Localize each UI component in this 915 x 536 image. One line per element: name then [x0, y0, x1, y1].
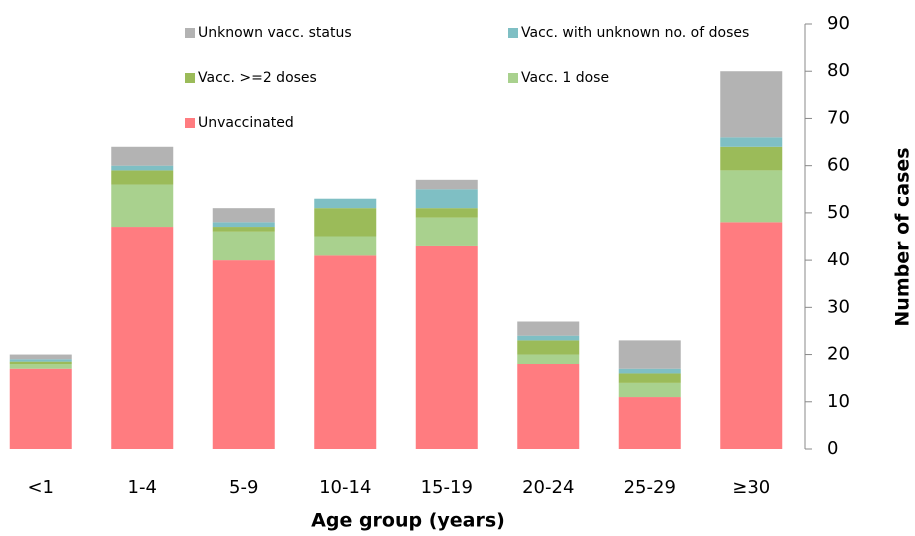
- bar-segment: [618, 397, 681, 449]
- bar-segment: [415, 179, 478, 190]
- x-tick-label: ≥30: [732, 477, 770, 498]
- x-tick-label: 15-19: [421, 477, 473, 498]
- y-tick-label: 60: [827, 155, 850, 176]
- x-tick-label: 10-14: [319, 477, 371, 498]
- legend-label: Vacc. 1 dose: [521, 70, 609, 86]
- y-tick-label: 50: [827, 202, 850, 223]
- y-tick-label: 90: [827, 13, 850, 34]
- bar-segment: [314, 208, 377, 237]
- y-tick-label: 0: [827, 438, 838, 459]
- bar-segment: [314, 255, 377, 449]
- y-tick-label: 70: [827, 107, 850, 128]
- legend-swatch: [185, 28, 195, 38]
- legend-swatch: [508, 73, 518, 83]
- legend-label: Unvaccinated: [198, 115, 294, 131]
- bar-segment: [618, 382, 681, 398]
- legend-label: Vacc. with unknown no. of doses: [521, 25, 749, 41]
- x-tick-label: 1-4: [128, 477, 157, 498]
- bar-segment: [111, 165, 174, 171]
- bar-segment: [517, 335, 580, 341]
- bar-segment: [618, 373, 681, 383]
- bar-segment: [9, 368, 72, 449]
- bar-segment: [212, 260, 275, 449]
- bar-segment: [212, 208, 275, 223]
- bar-segment: [415, 189, 478, 209]
- bar-segment: [517, 354, 580, 364]
- bar-segment: [111, 170, 174, 185]
- bar-segment: [415, 245, 478, 449]
- bar-segment: [212, 227, 275, 232]
- y-tick-label: 20: [827, 344, 850, 365]
- bar-segment: [9, 359, 72, 362]
- bar-segment: [720, 222, 783, 449]
- x-tick-label: 25-29: [624, 477, 676, 498]
- y-axis-title: Number of cases: [892, 147, 914, 326]
- bar-segment: [9, 354, 72, 360]
- bar-segment: [720, 71, 783, 138]
- legend-swatch: [185, 73, 195, 83]
- bar-segment: [212, 222, 275, 228]
- bar-segment: [517, 364, 580, 449]
- x-tick-label: 20-24: [522, 477, 574, 498]
- bar-segment: [111, 146, 174, 166]
- y-tick-label: 80: [827, 60, 850, 81]
- bar-segment: [9, 361, 72, 364]
- bar-segment: [618, 368, 681, 374]
- bar-segment: [517, 340, 580, 355]
- x-axis-title: Age group (years): [311, 510, 505, 532]
- bar-segment: [517, 321, 580, 336]
- bar-segment: [212, 231, 275, 261]
- x-tick-label: <1: [27, 477, 54, 498]
- bar-segment: [314, 198, 377, 209]
- bar-segment: [111, 227, 174, 449]
- bar-segment: [111, 184, 174, 228]
- bar-segment: [314, 236, 377, 256]
- y-tick-label: 40: [827, 249, 850, 270]
- legend-swatch: [508, 28, 518, 38]
- y-tick-label: 10: [827, 391, 850, 412]
- bar-segment: [720, 170, 783, 223]
- legend-label: Vacc. >=2 doses: [198, 70, 317, 86]
- y-tick-label: 30: [827, 296, 850, 317]
- bar-segment: [720, 137, 783, 147]
- bar-segment: [720, 146, 783, 171]
- bar-segment: [415, 217, 478, 246]
- bar-segment: [9, 364, 72, 369]
- bar-segment: [618, 340, 681, 369]
- legend-swatch: [185, 118, 195, 128]
- x-tick-label: 5-9: [229, 477, 258, 498]
- legend-label: Unknown vacc. status: [198, 25, 352, 41]
- bar-segment: [415, 208, 478, 218]
